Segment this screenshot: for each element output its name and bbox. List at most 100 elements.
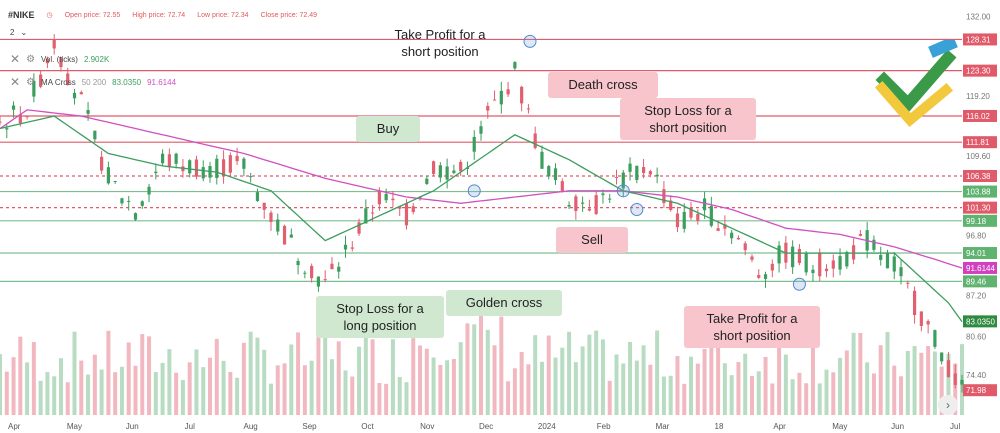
candle-body (343, 244, 348, 250)
price-badge (963, 64, 997, 77)
volume-bar (65, 382, 70, 415)
volume-bar (736, 362, 741, 415)
take-profit-top-label: Take Profit for a short position (394, 27, 486, 59)
x-tick-label: Dec (479, 422, 493, 431)
volume-bar (201, 367, 206, 415)
x-tick-label: May (67, 422, 82, 431)
candle-body (770, 263, 774, 271)
x-tick-label: Mar (656, 422, 670, 431)
y-tick-label: 87.20 (966, 291, 987, 300)
candle-body (228, 155, 232, 173)
volume-bar (682, 383, 687, 415)
x-tick-label: Jul (950, 422, 960, 431)
candle-body (188, 160, 192, 174)
volume-bar (756, 371, 761, 415)
candle-body (601, 193, 605, 196)
volume-bar (25, 362, 30, 415)
volume-bar (289, 344, 294, 415)
volume-bar (214, 338, 219, 415)
candle-body (872, 239, 876, 250)
candle-body (45, 58, 50, 64)
candle-body (526, 108, 531, 110)
scroll-right-button[interactable]: › (938, 395, 958, 415)
chevron-down-icon[interactable]: ⌄ (20, 28, 28, 37)
candle-body (912, 290, 917, 315)
volume-bar (594, 330, 599, 415)
y-tick-label: 96.80 (966, 232, 987, 241)
volume-bar (926, 346, 931, 415)
gear-icon[interactable]: ⚙ (26, 76, 36, 88)
close-icon[interactable]: ✕ (10, 75, 21, 89)
candle-body (587, 208, 591, 211)
price-badge (963, 384, 997, 397)
price-badge (963, 261, 997, 274)
price-badge-label: 71.98 (966, 386, 987, 395)
candle-body (906, 282, 910, 284)
candle-body (811, 269, 815, 274)
gear-icon[interactable]: ⚙ (26, 53, 36, 65)
volume-bar (824, 369, 829, 415)
volume-bar (567, 331, 572, 415)
candle-body (0, 121, 2, 123)
candle-body (852, 245, 856, 260)
volume-bar (302, 365, 307, 415)
volume-bar (309, 360, 314, 415)
candle-body (93, 130, 97, 140)
volume-bar (749, 376, 754, 415)
x-tick-label: Oct (361, 422, 374, 431)
volume-bar (411, 338, 416, 415)
candle-body (641, 167, 646, 174)
candle-body (282, 225, 287, 245)
take-profit-marker (792, 277, 806, 291)
candle-body (140, 201, 144, 206)
candle-body (648, 171, 652, 175)
volume-bar (878, 345, 883, 415)
candle-body (330, 263, 334, 270)
price-badge (963, 185, 997, 198)
interval-selector[interactable]: 2 ⌄ (10, 28, 27, 37)
candle-body (709, 205, 713, 226)
volume-bar (851, 332, 856, 415)
x-tick-label: Sep (302, 422, 317, 431)
volume-bar (946, 353, 951, 415)
volume-bar (804, 383, 809, 415)
volume-bar (160, 362, 165, 415)
candle-body (459, 161, 463, 172)
x-tick-label: Aug (244, 422, 258, 431)
volume-bar (72, 331, 77, 415)
volume-bar (431, 357, 436, 415)
candle-body (147, 186, 151, 195)
close-icon[interactable]: ✕ (10, 52, 21, 66)
clock-icon[interactable]: ◷ (46, 12, 53, 19)
y-tick-label: 119.20 (966, 92, 990, 101)
volume-bar (31, 342, 36, 415)
price-badge-label: 89.46 (966, 277, 987, 286)
volume-bar (445, 360, 450, 415)
volume-bar (797, 372, 802, 415)
candle-body (669, 200, 673, 210)
candle-body (438, 165, 442, 178)
candle-body (323, 279, 327, 281)
volume-bar (357, 346, 362, 415)
volume-bar (519, 351, 524, 415)
candle-body (926, 321, 930, 325)
price-badge-label: 94.01 (966, 249, 987, 258)
volume-bar (600, 339, 605, 415)
candle-body (5, 128, 9, 130)
candle-body (540, 151, 544, 169)
candle-body (154, 171, 158, 174)
y-tick-label: 74.40 (966, 371, 987, 380)
volume-bar (648, 364, 653, 415)
volume-bar (208, 357, 213, 415)
candle-body (276, 219, 280, 232)
price-badge (963, 169, 997, 182)
x-tick-label: Apr (773, 422, 786, 431)
volume-bar (607, 380, 612, 415)
price-badge (963, 109, 997, 122)
volume-bar (377, 382, 382, 415)
death-cross-marker (616, 184, 630, 198)
volume-bar (99, 369, 104, 415)
volume-bar (4, 371, 9, 415)
ma-fast-value: 83.0350 (112, 77, 142, 87)
